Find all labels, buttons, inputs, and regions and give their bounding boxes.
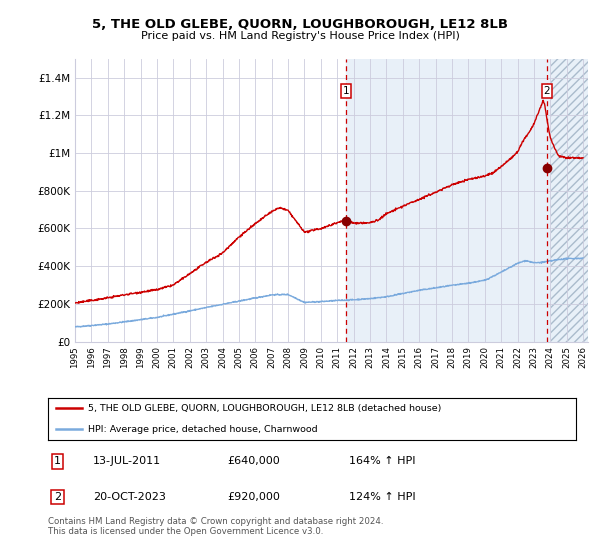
Text: 20-OCT-2023: 20-OCT-2023 — [93, 492, 166, 502]
Text: Price paid vs. HM Land Registry's House Price Index (HPI): Price paid vs. HM Land Registry's House … — [140, 31, 460, 41]
Text: 5, THE OLD GLEBE, QUORN, LOUGHBOROUGH, LE12 8LB: 5, THE OLD GLEBE, QUORN, LOUGHBOROUGH, L… — [92, 18, 508, 31]
Bar — [551, 59, 588, 342]
Text: 1: 1 — [54, 456, 61, 466]
Text: 1: 1 — [343, 86, 349, 96]
Text: £920,000: £920,000 — [227, 492, 280, 502]
Text: £640,000: £640,000 — [227, 456, 280, 466]
Text: HPI: Average price, detached house, Charnwood: HPI: Average price, detached house, Char… — [88, 424, 317, 433]
Text: 164% ↑ HPI: 164% ↑ HPI — [349, 456, 415, 466]
Text: 5, THE OLD GLEBE, QUORN, LOUGHBOROUGH, LE12 8LB (detached house): 5, THE OLD GLEBE, QUORN, LOUGHBOROUGH, L… — [88, 404, 441, 413]
Text: 13-JUL-2011: 13-JUL-2011 — [93, 456, 161, 466]
Text: 124% ↑ HPI: 124% ↑ HPI — [349, 492, 416, 502]
Bar — [346, 59, 551, 342]
Text: Contains HM Land Registry data © Crown copyright and database right 2024.
This d: Contains HM Land Registry data © Crown c… — [48, 517, 383, 536]
Text: 2: 2 — [544, 86, 550, 96]
Text: 2: 2 — [54, 492, 61, 502]
